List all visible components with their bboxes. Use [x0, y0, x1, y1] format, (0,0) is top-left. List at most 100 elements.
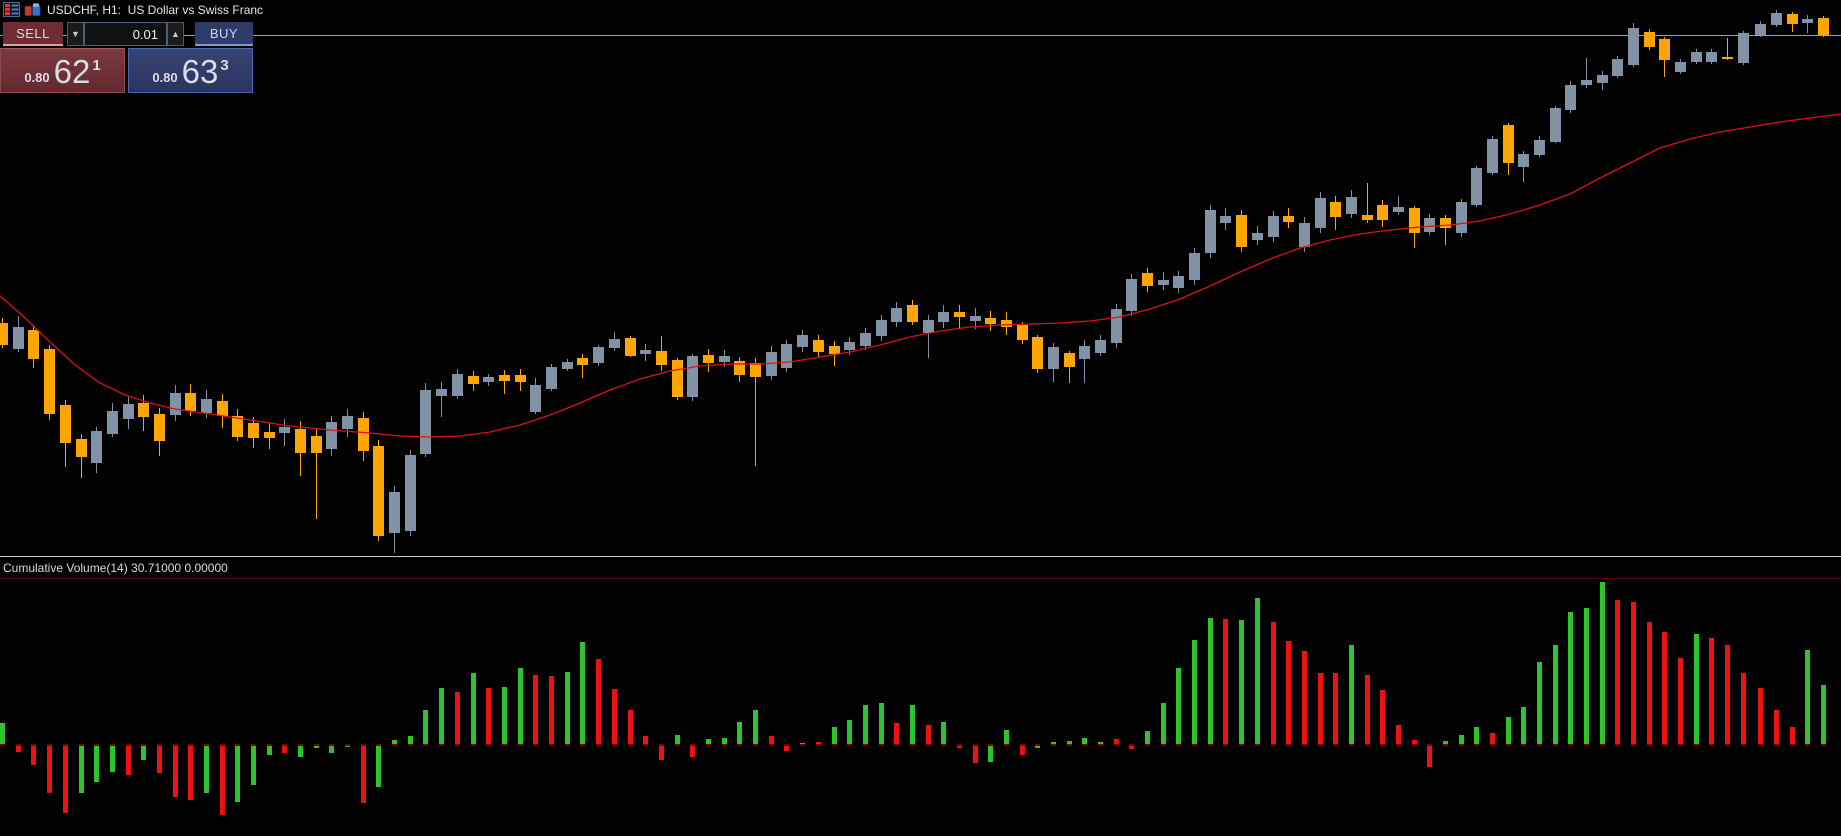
volume-bar — [1758, 688, 1763, 745]
volume-zero-dash — [675, 744, 680, 746]
price-chart-pane[interactable] — [0, 0, 1841, 557]
volume-bar — [471, 673, 476, 745]
volume-zero-dash — [173, 744, 178, 746]
volume-bar — [1114, 739, 1119, 745]
volume-bar — [1035, 745, 1040, 748]
volume-zero-dash — [1709, 744, 1714, 746]
candle — [625, 338, 636, 356]
volume-bar — [1067, 741, 1072, 745]
volume-bar — [1098, 742, 1103, 745]
candle — [91, 431, 102, 463]
sell-button[interactable]: SELL — [3, 22, 63, 46]
sell-price-panel[interactable]: 0.80 62 1 — [0, 48, 125, 93]
candle — [970, 316, 981, 321]
volume-zero-dash — [1255, 744, 1260, 746]
candle-wick — [755, 358, 756, 466]
candle — [279, 427, 290, 433]
volume-bar — [1615, 600, 1620, 745]
candle — [1158, 280, 1169, 285]
candle — [672, 360, 683, 397]
buy-price-panel[interactable]: 0.80 63 3 — [128, 48, 253, 93]
candle — [1126, 279, 1137, 311]
candle — [891, 308, 902, 322]
volume-zero-dash — [894, 744, 899, 746]
charts-icon[interactable] — [24, 2, 41, 17]
candle-wick — [582, 354, 583, 378]
pane-divider[interactable] — [0, 556, 1841, 557]
volume-bar — [1349, 645, 1354, 745]
candle — [562, 362, 573, 369]
volume-zero-dash — [580, 744, 585, 746]
candle — [358, 418, 369, 451]
volume-bar — [173, 745, 178, 797]
volume-bar — [1412, 740, 1417, 745]
volume-zero-dash — [1192, 744, 1197, 746]
candle — [107, 411, 118, 434]
volume-zero-dash — [486, 744, 491, 746]
candle — [844, 342, 855, 350]
volume-bar — [1678, 658, 1683, 745]
candle — [1409, 208, 1420, 233]
candle — [326, 422, 337, 449]
candle — [1550, 108, 1561, 142]
volume-zero-dash — [1114, 744, 1119, 746]
volume-zero-dash — [1647, 744, 1652, 746]
volume-zero-dash — [1098, 744, 1103, 746]
volume-bar — [1725, 645, 1730, 745]
candle — [1612, 59, 1623, 76]
candle-wick — [1807, 15, 1808, 33]
candle-wick — [1727, 38, 1728, 60]
volume-bar — [361, 745, 366, 803]
candle — [154, 414, 165, 441]
candle — [860, 333, 871, 346]
candle — [656, 351, 667, 365]
candle — [452, 374, 463, 396]
candle — [1565, 85, 1576, 110]
volume-bar — [1082, 738, 1087, 745]
volume-bar — [612, 689, 617, 745]
candle — [1644, 32, 1655, 47]
volume-input[interactable]: 0.01 — [84, 22, 167, 46]
volume-zero-dash — [816, 744, 821, 746]
market-watch-icon[interactable] — [3, 2, 20, 17]
volume-zero-dash — [1412, 744, 1417, 746]
volume-zero-dash — [204, 744, 209, 746]
volume-bar — [690, 745, 695, 757]
volume-zero-dash — [1615, 744, 1620, 746]
volume-zero-dash — [1774, 744, 1779, 746]
volume-increase-button[interactable]: ▲ — [167, 22, 184, 46]
volume-zero-dash — [1333, 744, 1338, 746]
volume-bar — [1286, 641, 1291, 745]
candle — [1377, 205, 1388, 220]
volume-zero-dash — [31, 744, 36, 746]
volume-bar — [643, 736, 648, 745]
volume-zero-dash — [722, 744, 727, 746]
buy-button[interactable]: BUY — [195, 22, 253, 46]
buy-price-pips: 63 — [181, 53, 219, 90]
volume-bar — [282, 745, 287, 753]
volume-zero-dash — [1568, 744, 1573, 746]
candle — [28, 330, 39, 359]
volume-bar — [847, 720, 852, 745]
volume-bar — [1553, 645, 1558, 745]
indicator-pane[interactable]: Cumulative Volume(14) 30.71000 0.00000 — [0, 558, 1841, 836]
candle — [829, 346, 840, 354]
candle-wick — [1398, 196, 1399, 215]
volume-zero-dash — [973, 744, 978, 746]
volume-zero-dash — [1459, 744, 1464, 746]
volume-zero-dash — [361, 744, 366, 746]
volume-zero-dash — [314, 744, 319, 746]
candle — [420, 390, 431, 454]
candle — [546, 367, 557, 389]
candle-wick — [504, 370, 505, 394]
volume-zero-dash — [1223, 744, 1228, 746]
indicator-label: Cumulative Volume(14) 30.71000 0.00000 — [3, 561, 228, 575]
candle — [1189, 253, 1200, 280]
volume-decrease-button[interactable]: ▼ — [67, 22, 84, 46]
candle — [1299, 223, 1310, 247]
candle — [1205, 210, 1216, 253]
volume-zero-dash — [188, 744, 193, 746]
volume-bar — [1380, 690, 1385, 745]
candle — [123, 404, 134, 419]
volume-bar — [329, 745, 334, 753]
